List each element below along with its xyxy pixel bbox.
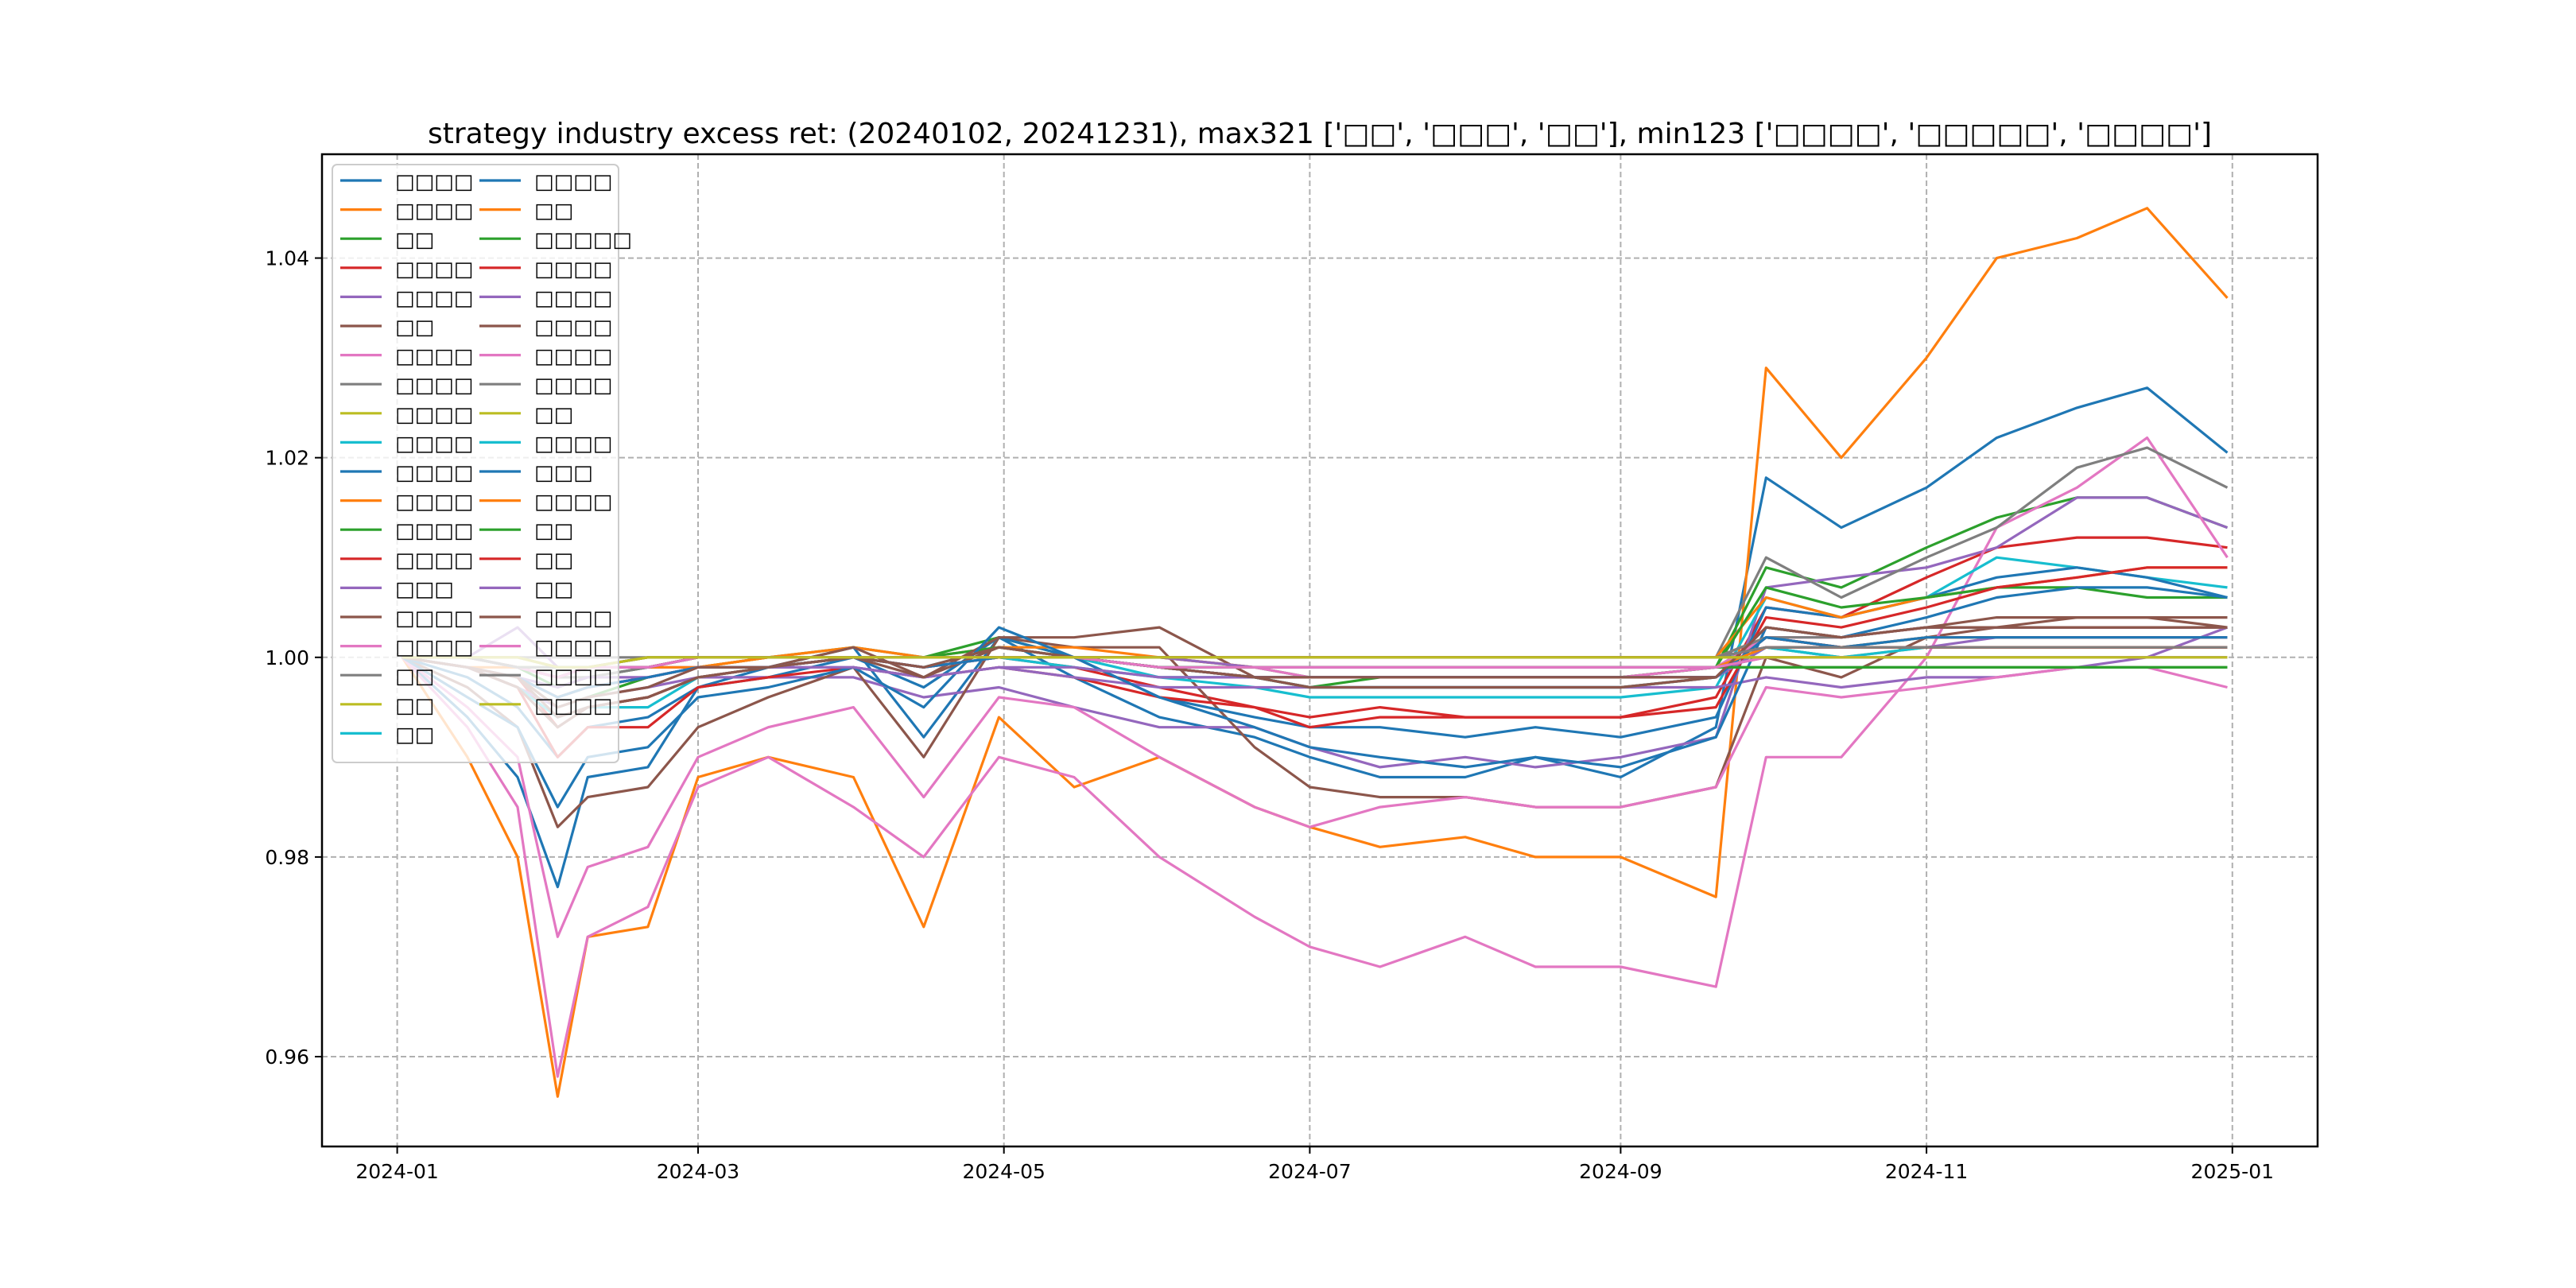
legend-label: □□□□	[395, 519, 473, 543]
chart-title: strategy industry excess ret: (20240102,…	[428, 118, 2212, 150]
legend-label: □□	[534, 549, 573, 572]
legend-label: □□□□	[534, 665, 612, 689]
legend-label: □□□□	[395, 403, 473, 427]
y-tick-label: 0.96	[265, 1046, 309, 1069]
legend-label: □□□□	[395, 374, 473, 398]
legend-label: □□□□	[534, 694, 612, 718]
legend-label: □□□□	[395, 200, 473, 223]
x-tick-label: 2024-09	[1579, 1160, 1662, 1183]
y-tick-label: 1.00	[265, 646, 309, 669]
legend-label: □□□□	[534, 258, 612, 281]
x-tick-label: 2024-05	[962, 1160, 1045, 1183]
y-tick-label: 0.98	[265, 846, 309, 869]
legend-label: □□	[534, 519, 573, 543]
legend-label: □□□□□	[534, 228, 632, 252]
legend-label: □□	[395, 228, 434, 252]
y-tick-label: 1.02	[265, 447, 309, 470]
legend-label: □□□□	[395, 345, 473, 369]
legend-label: □□	[534, 577, 573, 601]
legend-label: □□□	[534, 461, 593, 485]
grid-lines	[322, 154, 2318, 1146]
legend-label: □□□□	[534, 345, 612, 369]
legend-label: □□	[395, 316, 434, 339]
legend-label: □□□□	[534, 607, 612, 630]
legend-label: □□□□	[395, 286, 473, 310]
x-tick-label: 2024-03	[657, 1160, 739, 1183]
legend-label: □□□□	[534, 374, 612, 398]
legend-label: □□□□	[534, 491, 612, 514]
series-line-0	[401, 386, 2229, 889]
series-line-16	[401, 656, 2228, 938]
legend-label: □□□□	[534, 316, 612, 339]
legend-label: □□□□	[534, 636, 612, 660]
legend-label: □□	[395, 723, 434, 747]
x-tick-label: 2025-01	[2191, 1160, 2274, 1183]
legend-label: □□□□	[395, 170, 473, 194]
legend-label: □□□□	[395, 607, 473, 630]
legend-label: □□□□	[395, 636, 473, 660]
legend-label: □□	[395, 694, 434, 718]
y-tick-label: 1.04	[265, 247, 309, 270]
legend-label: □□	[534, 200, 573, 223]
legend-label: □□	[395, 665, 434, 689]
x-tick-label: 2024-01	[355, 1160, 438, 1183]
legend-label: □□□□	[534, 170, 612, 194]
legend: □□□□□□□□□□□□□□□□□□□□□□□□□□□□□□□□□□□□□□□□…	[332, 164, 632, 763]
x-tick-label: 2024-07	[1268, 1160, 1351, 1183]
legend-label: □□□□	[395, 491, 473, 514]
legend-label: □□□□	[395, 461, 473, 485]
legend-label: □□□□	[534, 432, 612, 456]
legend-label: □□□□	[534, 286, 612, 310]
legend-label: □□	[534, 403, 573, 427]
legend-box	[332, 164, 619, 763]
legend-label: □□□□	[395, 432, 473, 456]
x-tick-label: 2024-11	[1885, 1160, 1968, 1183]
legend-label: □□□	[395, 577, 454, 601]
axis-ticks: 2024-01 2024-03 2024-05 2024-07 2024-09 2024-…	[265, 247, 2274, 1183]
legend-label: □□□□	[395, 258, 473, 281]
axes-frame	[320, 153, 2319, 1148]
legend-label: □□□□	[395, 549, 473, 572]
